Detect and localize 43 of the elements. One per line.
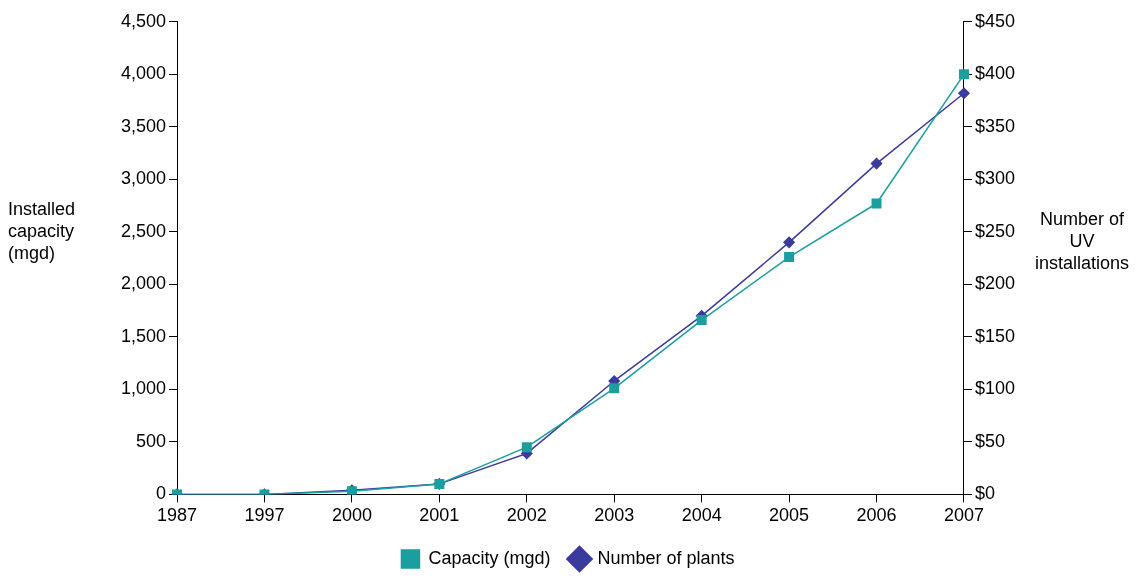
point [871, 198, 882, 209]
x-tick-label: 2006 [856, 505, 897, 526]
x-tick-label: 2003 [594, 505, 635, 526]
x-tick-label: 1997 [244, 505, 285, 526]
y-tick-label: 500 [136, 430, 167, 451]
y2-tick-label: $350 [974, 115, 1015, 136]
legend-label: Capacity (mgd) [428, 547, 551, 568]
point [521, 442, 532, 453]
y-tick-label: 1,000 [121, 378, 167, 399]
y-tick-label: 0 [156, 483, 167, 504]
point [958, 87, 970, 99]
point [958, 69, 969, 80]
x-tick-label: 2004 [681, 505, 722, 526]
x-tick-label: 2005 [769, 505, 810, 526]
y2-tick-label: $200 [974, 273, 1015, 294]
y-tick-label: 2,000 [121, 273, 167, 294]
point [870, 157, 883, 170]
y-tick-label: 4,000 [121, 63, 167, 84]
y2-tick-label: $50 [974, 430, 1005, 451]
y-tick-label: 3,500 [121, 115, 167, 136]
y-tick-label: 4,500 [121, 10, 167, 31]
y2-tick-label: $250 [974, 220, 1015, 241]
x-tick-label: 2007 [943, 505, 984, 526]
x-tick-label: 2000 [331, 505, 372, 526]
x-tick-label: 1987 [157, 505, 198, 526]
y2-tick-label: $300 [974, 168, 1015, 189]
y2-tick-label: $450 [974, 10, 1015, 31]
y-tick-label: 3,000 [121, 168, 167, 189]
point [609, 383, 620, 394]
y-tick-label: 1,500 [121, 325, 167, 346]
point [783, 236, 795, 249]
y-tick-label: 2,500 [121, 220, 167, 241]
x-tick-label: 2002 [506, 505, 547, 526]
x-tick-label: 2001 [419, 505, 460, 526]
y2-tick-label: $150 [974, 325, 1015, 346]
y2-tick-label: $400 [974, 63, 1015, 84]
y2-tick-label: $100 [974, 378, 1015, 399]
y-axis-title: Installed capacity (mgd) [8, 198, 77, 264]
point [784, 252, 795, 263]
y2-tick-label: $0 [974, 483, 995, 504]
y2-axis-title: Number of UV installations [1033, 208, 1131, 274]
legend-label: Number of plants [597, 547, 735, 568]
point [696, 315, 707, 326]
